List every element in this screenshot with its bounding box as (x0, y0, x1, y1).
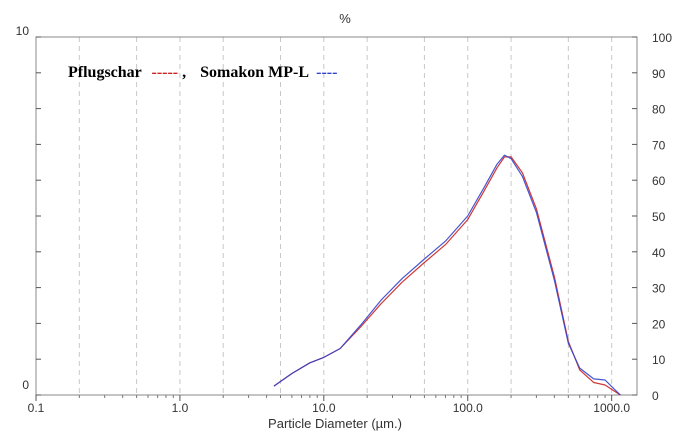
left-tick-label-1: 10 (16, 24, 30, 38)
x-axis-title: Particle Diameter (µm.) (268, 416, 402, 431)
right-tick-label-10: 100 (652, 31, 672, 45)
right-tick-label-5: 50 (652, 210, 666, 224)
left-axis: 0 10 (16, 24, 41, 396)
x-tick-label-2: 10.0 (312, 401, 336, 415)
right-axis: 0 10 20 30 40 50 60 70 80 90 100 (632, 31, 672, 403)
right-tick-label-0: 0 (652, 389, 659, 403)
right-tick-label-1: 10 (652, 353, 666, 367)
x-tick-label-4: 1000.0 (593, 401, 630, 415)
x-tick-label-1: 1.0 (172, 401, 189, 415)
legend-label-pflugschar: Pflugschar (68, 64, 142, 81)
grid-lines (78, 37, 613, 395)
left-tick-label-0: 0 (22, 378, 29, 392)
series-lines (273, 154, 621, 396)
x-tick-label-3: 100.0 (453, 401, 483, 415)
right-tick-label-4: 40 (652, 246, 666, 260)
right-tick-label-7: 70 (652, 138, 666, 152)
legend-label-somakon: Somakon MP-L (200, 64, 308, 81)
legend: Pflugschar ----- , Somakon MP-L ---- (68, 64, 337, 81)
legend-separator: , (182, 64, 186, 81)
legend-marker-somakon: ---- (316, 64, 337, 81)
right-tick-label-3: 30 (652, 282, 666, 296)
legend-entry-pflugschar: Pflugschar ----- , Somakon MP-L ---- (68, 64, 337, 81)
legend-marker-pflugschar: ----- (151, 64, 178, 81)
x-axis: 0.1 1.0 10.0 100.0 1000.0 (28, 395, 630, 415)
right-tick-label-2: 20 (652, 317, 666, 331)
x-tick-label-0: 0.1 (28, 401, 45, 415)
chart-title: % (339, 11, 351, 26)
right-tick-label-9: 90 (652, 67, 666, 81)
right-tick-label-8: 80 (652, 103, 666, 117)
series-line-1 (273, 154, 621, 396)
right-tick-label-6: 60 (652, 174, 666, 188)
